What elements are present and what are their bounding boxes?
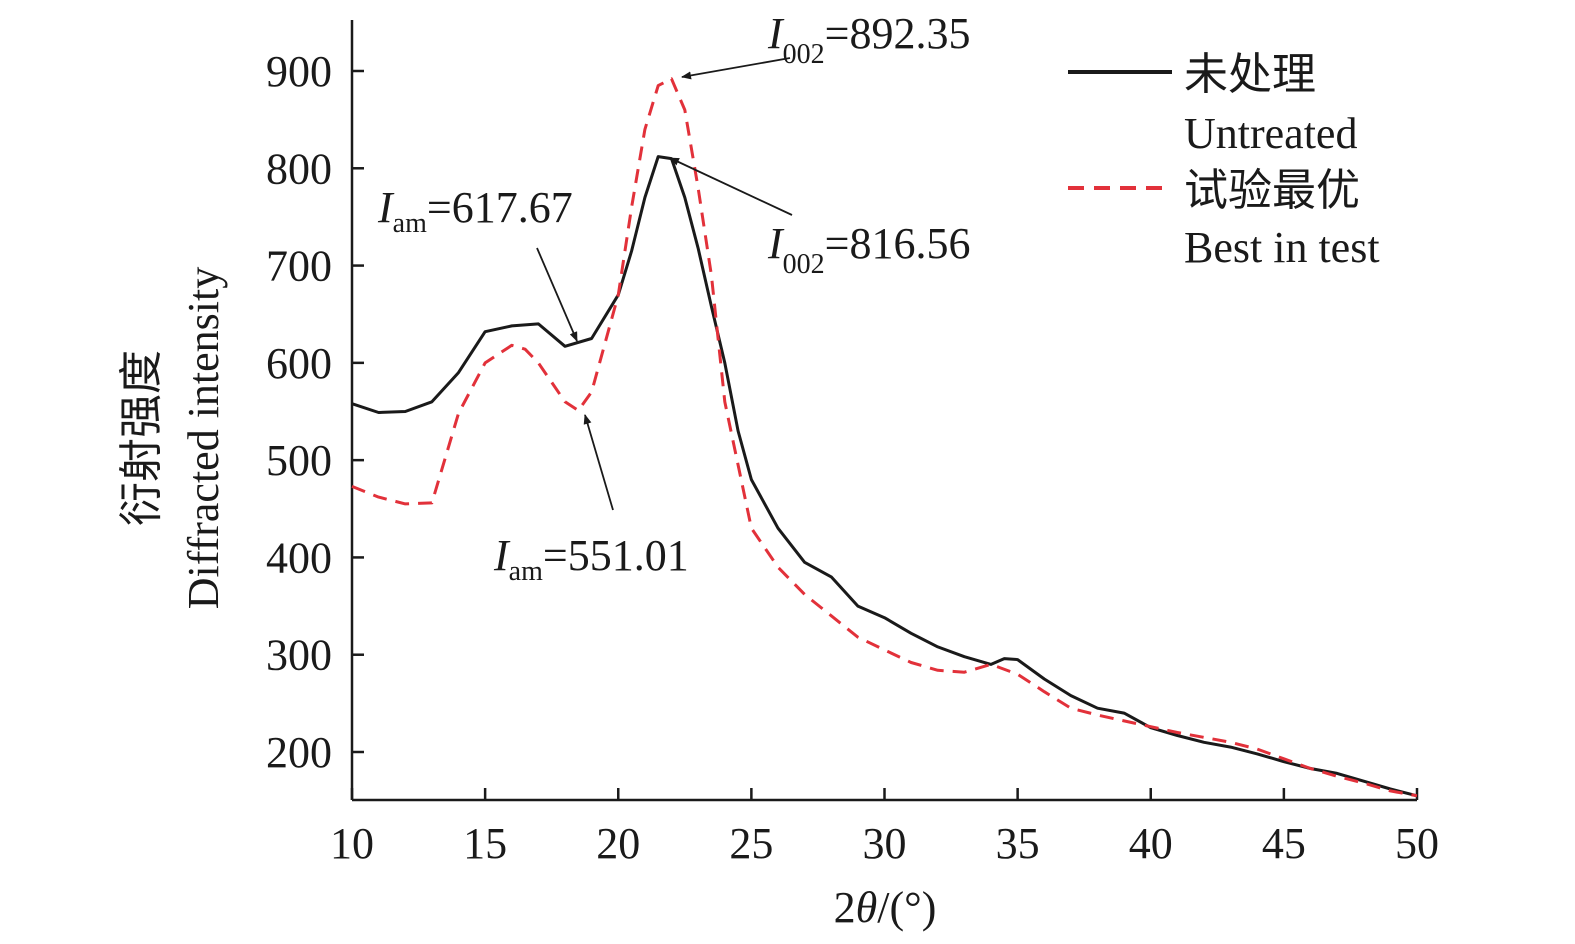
series-line-best-in-test xyxy=(351,77,1418,798)
legend: 未处理 Untreated 试验最优 Best in test xyxy=(1068,50,1380,272)
arrow-i002-best xyxy=(681,57,791,80)
y-tick-label: 700 xyxy=(266,242,332,291)
y-axis-ticks: 200 300 400 500 600 700 800 900 xyxy=(266,47,364,777)
series-layer xyxy=(351,77,1418,798)
label-iam-best: Iam=551.01 xyxy=(493,531,689,587)
y-tick-label: 600 xyxy=(266,339,332,388)
x-tick-label: 45 xyxy=(1262,819,1306,868)
x-tick-label: 30 xyxy=(863,819,907,868)
x-axis-title: 2θ/(°) xyxy=(834,883,937,932)
x-tick-label: 40 xyxy=(1129,819,1173,868)
y-tick-label: 800 xyxy=(266,144,332,193)
annotation-arrows xyxy=(536,57,793,511)
series-line-untreated xyxy=(351,155,1418,798)
y-tick-label: 500 xyxy=(266,436,332,485)
x-tick-label: 15 xyxy=(463,819,507,868)
label-iam-untreated: Iam=617.67 xyxy=(377,183,573,239)
arrow-i002-untreated xyxy=(669,157,793,216)
x-tick-label: 50 xyxy=(1395,819,1439,868)
x-tick-label: 10 xyxy=(330,819,374,868)
x-tick-label: 20 xyxy=(596,819,640,868)
legend-label-best-zh: 试验最优 xyxy=(1184,166,1360,215)
legend-label-untreated-en: Untreated xyxy=(1184,109,1357,158)
y-tick-label: 400 xyxy=(266,533,332,582)
legend-label-untreated-zh: 未处理 xyxy=(1184,50,1316,99)
y-tick-label: 900 xyxy=(266,47,332,96)
legend-label-best-en: Best in test xyxy=(1184,223,1380,272)
x-tick-label: 25 xyxy=(729,819,773,868)
y-tick-label: 300 xyxy=(266,631,332,680)
y-axis-title-en: Diffracted intensity xyxy=(179,267,228,610)
arrow-iam-untreated xyxy=(536,247,578,342)
y-tick-label: 200 xyxy=(266,728,332,777)
y-axis-title-zh: 衍射强度 xyxy=(117,350,166,526)
arrow-iam-best xyxy=(583,414,614,511)
label-i002-best: I002=892.35 xyxy=(767,9,970,70)
x-axis-ticks: 10 15 20 25 30 35 40 45 50 xyxy=(330,788,1439,868)
y-axis-title: Diffracted intensity 衍射强度 xyxy=(117,267,228,610)
label-i002-untreated: I002=816.56 xyxy=(767,219,970,280)
x-tick-label: 35 xyxy=(996,819,1040,868)
